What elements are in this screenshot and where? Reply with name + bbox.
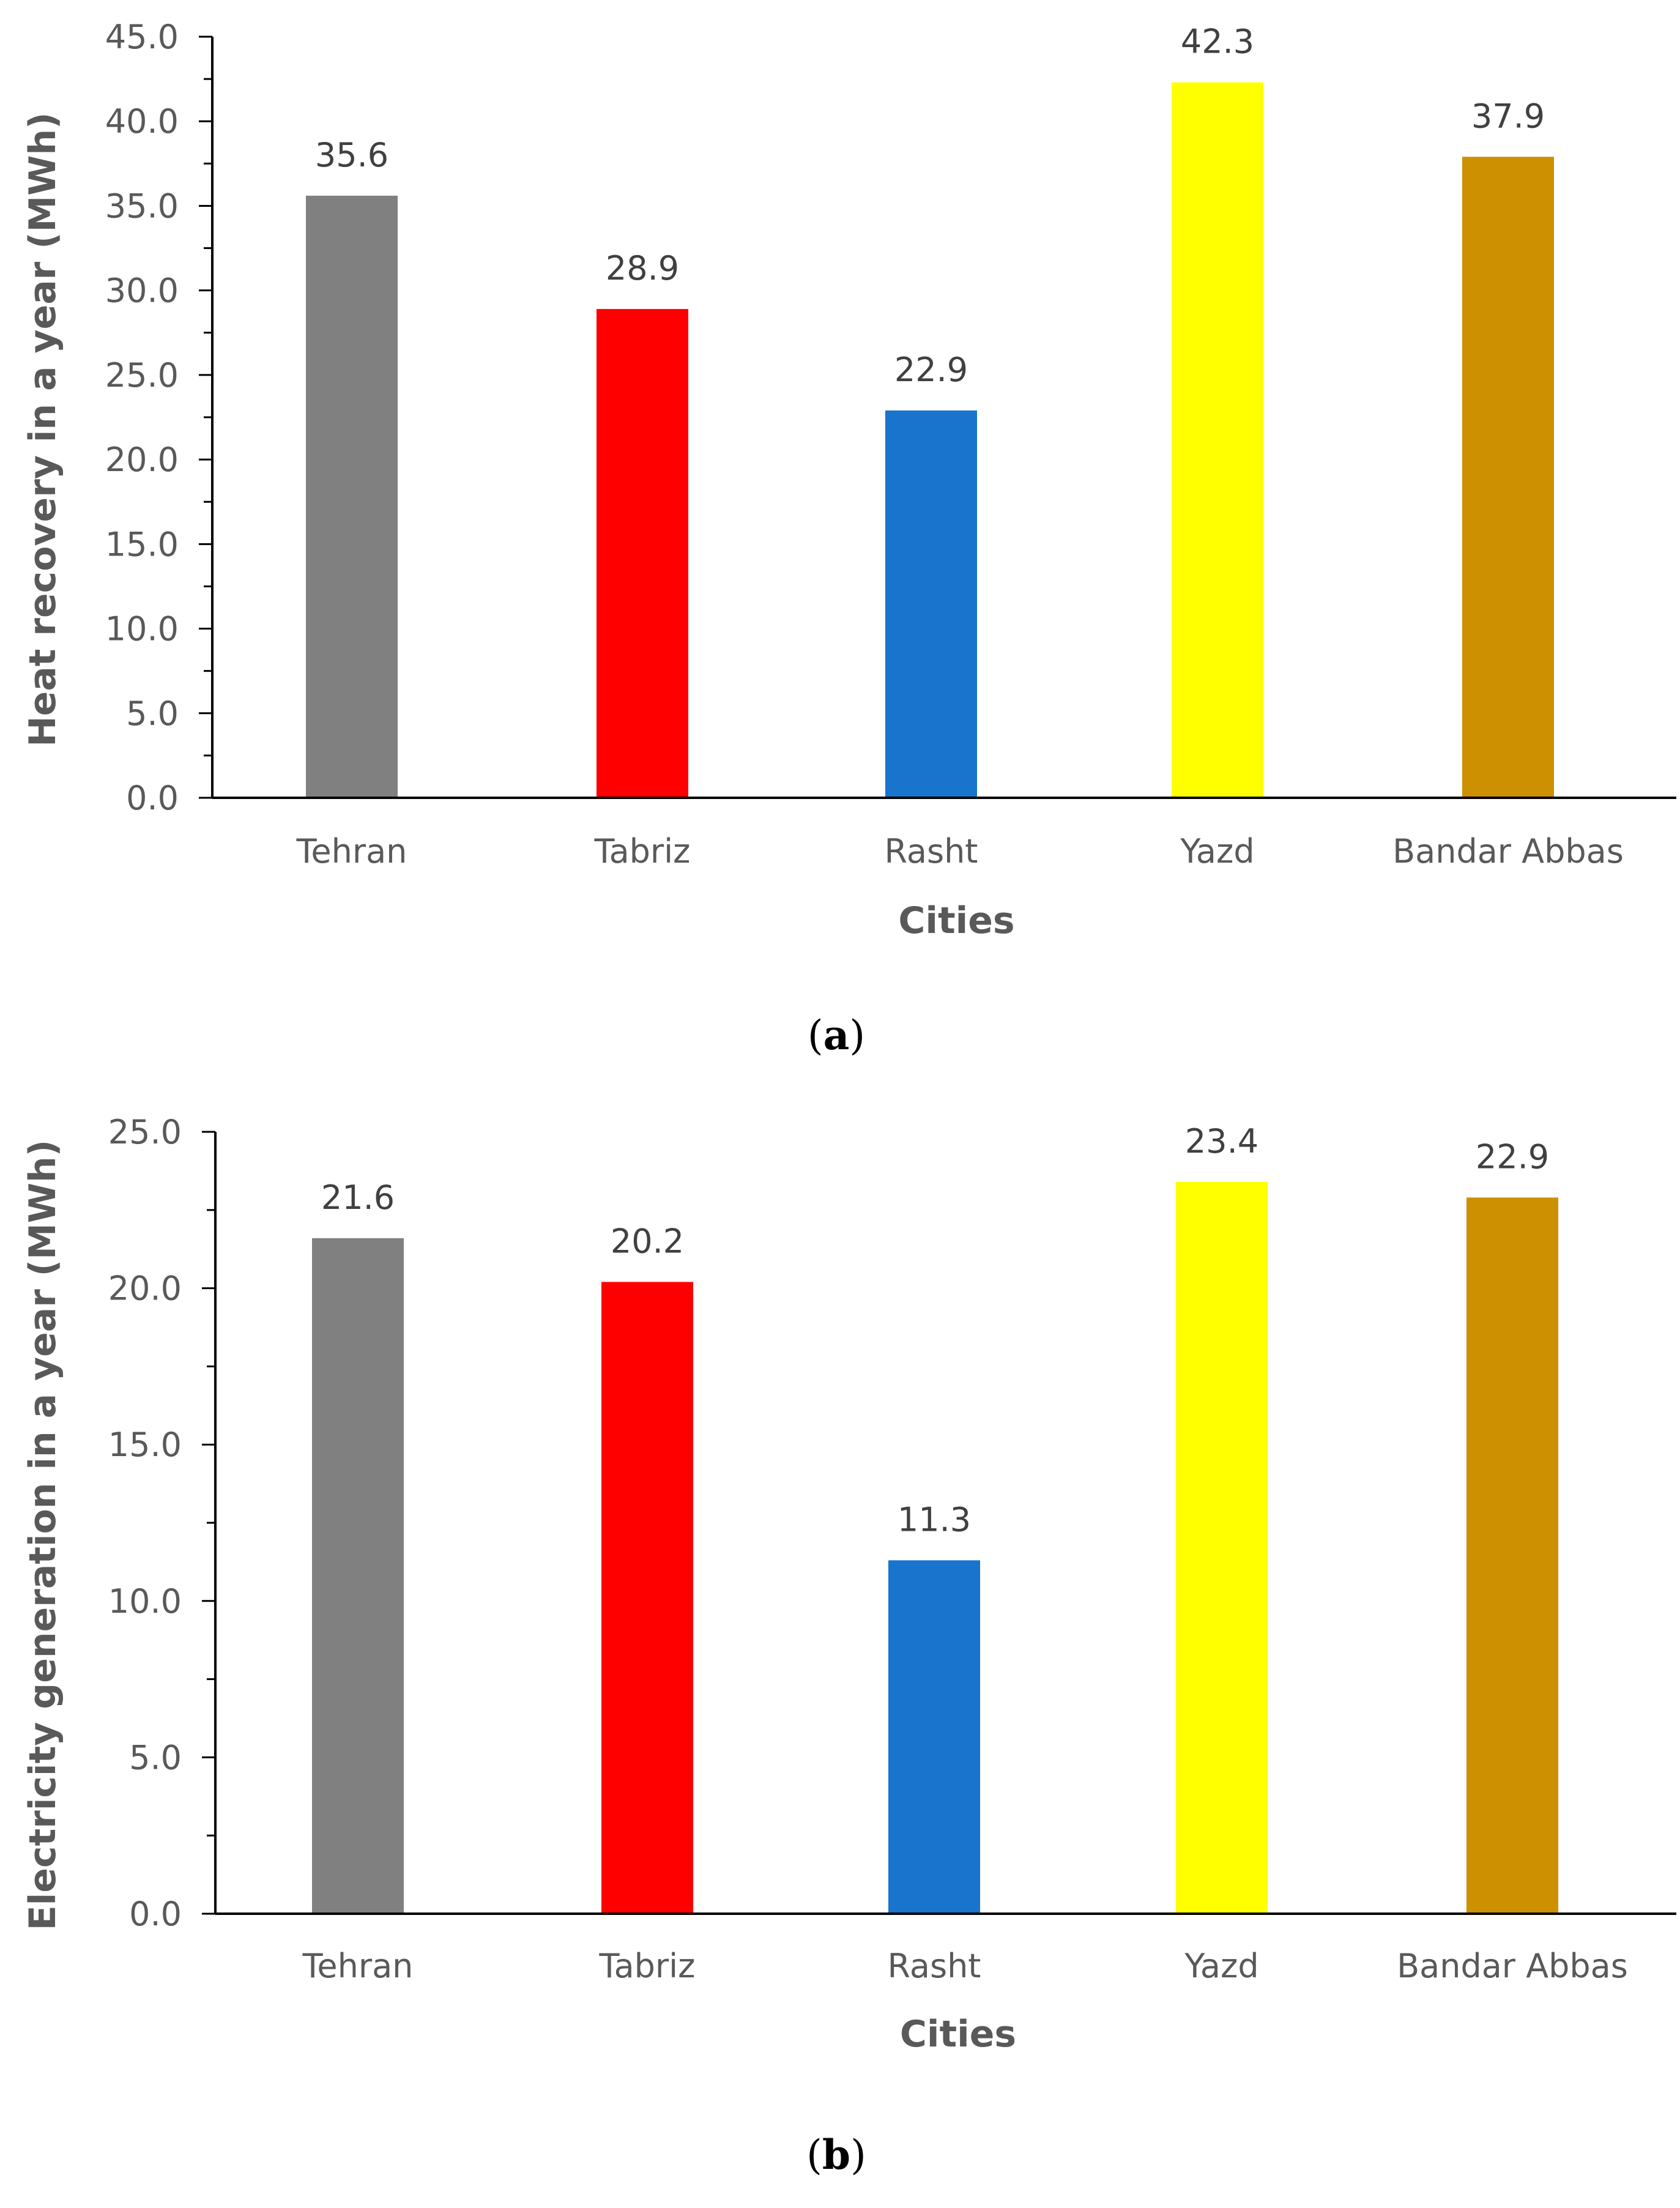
y-axis-title: Electricity generation in a year (MWh) [21, 1140, 64, 1930]
y-tick-label: 40.0 [105, 102, 179, 141]
chart-panel-a: 35.6 Tehran 28.9 Tabriz 22.9 Rasht 42.3 Yazd 37.… [21, 18, 1676, 1059]
data-label: 28.9 [606, 249, 679, 288]
y-tick-label: 0.0 [126, 779, 179, 817]
bar-tabriz [597, 309, 688, 798]
x-tick-label: Tehran [302, 1947, 414, 1985]
y-tick-label: 30.0 [105, 272, 179, 310]
data-label: 35.6 [315, 136, 388, 174]
data-label: 37.9 [1471, 97, 1545, 135]
y-tick-label: 10.0 [105, 610, 179, 649]
y-tick-label: 25.0 [105, 356, 179, 395]
data-label: 20.2 [611, 1222, 684, 1260]
x-axis-title: Cities [898, 899, 1014, 942]
data-label: 22.9 [1476, 1137, 1549, 1176]
y-tick-label: 5.0 [126, 694, 179, 733]
x-axis-title: Cities [900, 2013, 1016, 2056]
panel-caption-close: ) [849, 1012, 865, 1059]
panel-caption-letter: a [823, 1011, 850, 1059]
x-tick-label: Rasht [888, 1947, 981, 1985]
bar-tehran [306, 195, 398, 798]
y-tick-label: 15.0 [108, 1426, 182, 1464]
data-label: 22.9 [894, 351, 968, 389]
y-tick-label: 5.0 [129, 1738, 182, 1777]
y-tick-label: 35.0 [105, 187, 179, 225]
bar-yazd [1172, 82, 1263, 798]
data-label: 42.3 [1181, 23, 1254, 61]
bar-tehran [312, 1238, 404, 1914]
panel-caption-close: ) [850, 2132, 866, 2179]
y-tick-label: 45.0 [105, 18, 179, 56]
panel-caption: (a) [808, 1011, 865, 1059]
bar-rasht [885, 410, 977, 798]
panel-caption-open: ( [808, 1012, 823, 1059]
x-tick-label: Bandar Abbas [1397, 1947, 1628, 1985]
bar-yazd [1176, 1181, 1268, 1914]
bar-tabriz [601, 1282, 693, 1914]
x-tick-label: Yazd [1180, 832, 1254, 871]
x-tick-label: Tehran [296, 832, 407, 871]
x-tick-label: Bandar Abbas [1392, 832, 1624, 871]
y-tick-label: 10.0 [108, 1582, 182, 1621]
bar-bandar-abbas [1462, 157, 1554, 798]
panel-caption: (b) [806, 2131, 866, 2179]
x-tick-label: Yazd [1184, 1947, 1258, 1985]
y-tick-label: 25.0 [108, 1113, 182, 1151]
chart-panel-b: 21.6 Tehran 20.2 Tabriz 11.3 Rasht 23.4 Yazd 22.… [21, 1113, 1676, 2179]
y-tick-label: 20.0 [105, 440, 179, 479]
y-tick-label: 20.0 [108, 1269, 182, 1308]
y-tick-label: 15.0 [105, 525, 179, 563]
data-label: 23.4 [1185, 1122, 1258, 1161]
y-axis-title: Heat recovery in a year (MWh) [21, 112, 64, 746]
x-tick-label: Tabriz [594, 832, 691, 871]
data-label: 11.3 [898, 1500, 971, 1539]
panel-caption-open: ( [806, 2132, 822, 2179]
panel-caption-letter: b [822, 2131, 850, 2179]
bar-bandar-abbas [1466, 1197, 1558, 1914]
data-label: 21.6 [321, 1178, 395, 1217]
bar-rasht [888, 1560, 980, 1914]
x-tick-label: Tabriz [599, 1947, 696, 1985]
x-tick-label: Rasht [885, 832, 978, 871]
y-tick-label: 0.0 [129, 1895, 182, 1933]
